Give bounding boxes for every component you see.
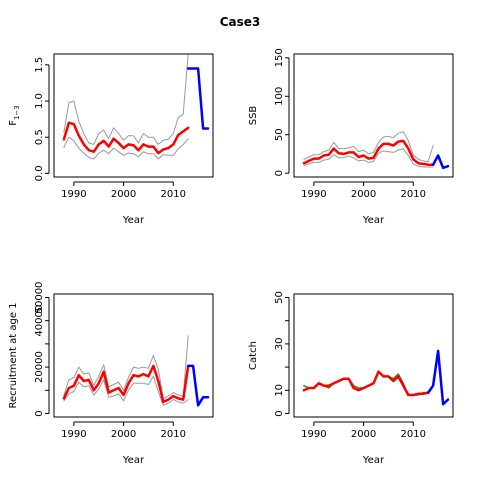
x-axis-label: Year [362,215,385,226]
figure-title: Case3 [220,15,261,29]
y-tick-label: 50000 [34,282,45,314]
y-axis-label: F1−3 [8,105,21,126]
plot-frame [53,293,214,418]
plot-frame [293,293,454,418]
y-tick-label: 0 [274,170,285,176]
series-historical-line [62,364,190,404]
x-tick-label: 1990 [61,189,86,200]
x-tick-label: 2010 [401,429,426,440]
plot-frame [293,53,454,178]
y-tick-label: 0 [274,410,285,416]
y-tick-label: 1.0 [34,93,45,109]
panel-top-right: 1990 2000 2010 Year 0 50 100 150 SSB [248,48,454,226]
y-axis-label-main: F [8,120,19,126]
x-tick-label: 1990 [61,429,86,440]
x-tick-label: 2010 [161,189,186,200]
panel-bottom-right: 1990 2000 2010 Year 0 10 30 50 Catch [248,291,454,466]
x-tick-label: 2000 [111,189,136,200]
plot-frame [53,53,214,178]
y-tick-label: 20000 [34,351,45,383]
x-tick-label: 1990 [301,429,326,440]
series-lower-line [63,375,189,406]
x-tick-label: 2000 [111,429,136,440]
panel-top-left: 1990 2000 2010 Year 0.0 0.5 1.0 1.5 F1−3 [8,53,214,226]
y-tick-label: 50 [274,128,285,141]
x-tick-label: 1990 [301,189,326,200]
series-observed-line [303,370,429,396]
series-projection-line [431,154,450,170]
y-tick-label: 50 [274,291,285,304]
y-axis-label: SSB [248,106,259,126]
y-tick-label: 0.5 [34,129,45,145]
x-tick-label: 2000 [351,189,376,200]
y-axis-label: Catch [248,341,259,370]
y-tick-label: 10 [274,384,285,397]
series-projection-line [186,67,210,130]
y-tick-label: 0 [34,410,45,416]
x-tick-label: 2010 [401,189,426,200]
x-tick-label: 2000 [351,429,376,440]
series-lower-line [303,148,434,168]
y-tick-label: 150 [274,48,285,67]
series-projection-line [186,364,210,407]
y-tick-label: 40000 [34,305,45,337]
x-axis-label: Year [122,455,145,466]
x-tick-label: 2010 [161,429,186,440]
series-historical-line [302,370,430,397]
y-tick-label: 30 [274,338,285,351]
y-tick-label: 0.0 [34,165,45,181]
y-axis-label: Recruitment at age 1 [8,302,19,408]
series-lower-line [63,136,189,160]
series-upper-line [63,335,189,399]
y-tick-label: 100 [274,87,285,106]
y-tick-label: 1.5 [34,57,45,73]
x-axis-label: Year [362,455,385,466]
x-axis-label: Year [122,215,145,226]
series-upper-line [63,53,189,145]
series-historical-line [62,121,190,155]
y-axis-label-subscript: 1−3 [13,105,21,120]
series-upper-line [303,131,434,163]
series-historical-line [302,139,435,166]
series-projection-line [426,349,450,406]
